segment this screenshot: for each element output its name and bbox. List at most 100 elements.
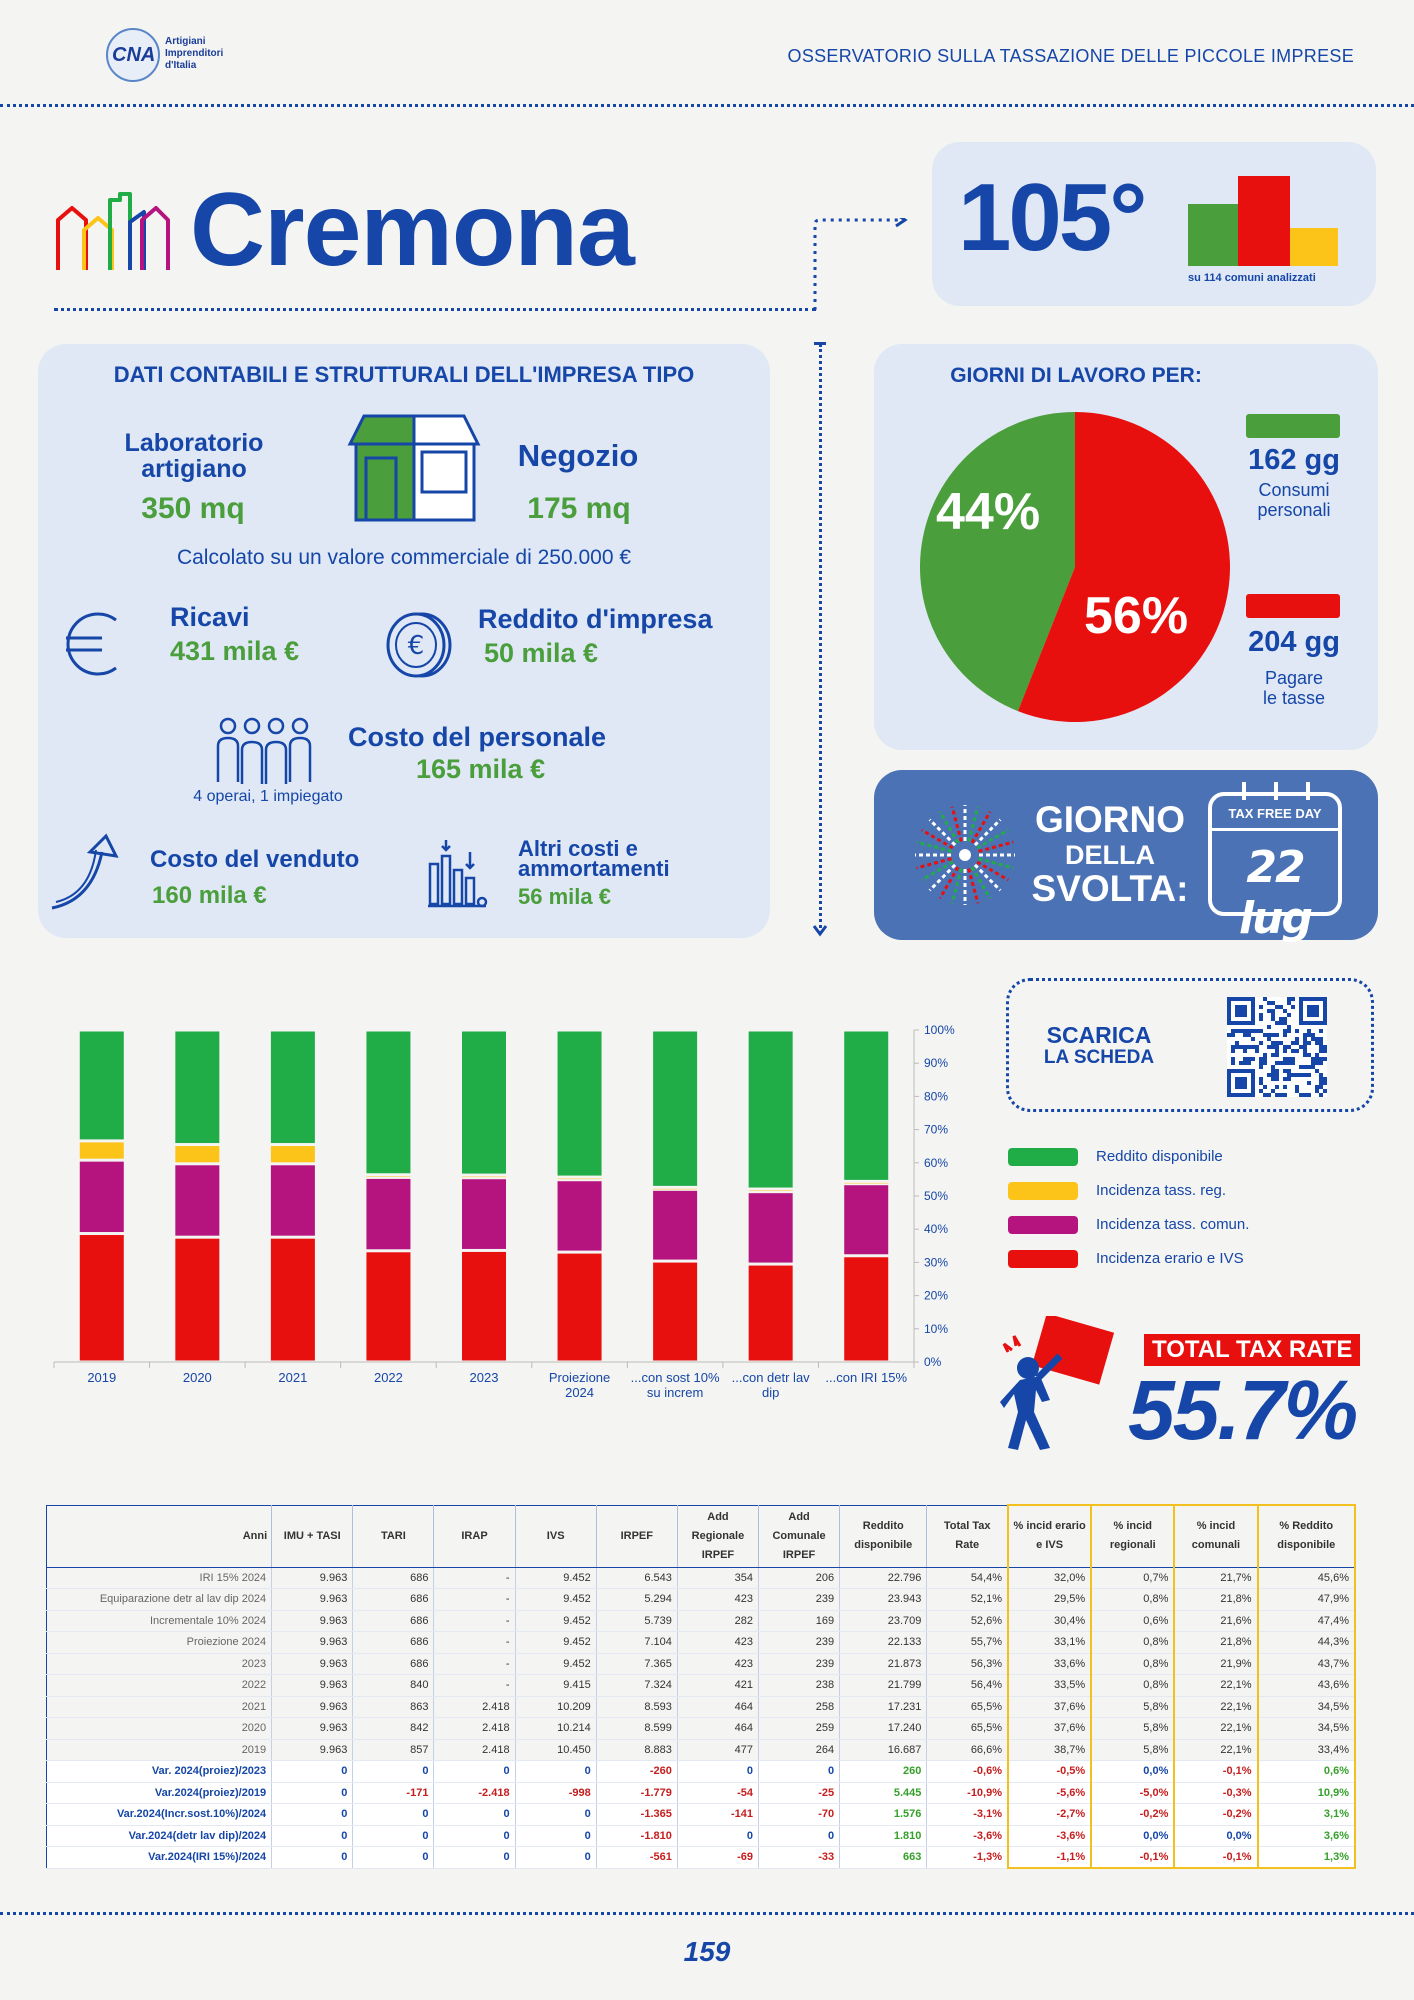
pie-slice-red xyxy=(1017,412,1230,722)
personale-note: 4 operai, 1 impiegato xyxy=(193,788,343,805)
table-cell: -3,6% xyxy=(1007,1824,1093,1847)
table-cell: -998 xyxy=(515,1781,597,1804)
cna-logo-sub: Artigiani Imprenditori d'Italia xyxy=(165,36,224,71)
table-cell: 10,9% xyxy=(1256,1781,1357,1804)
table-cell: 22,1% xyxy=(1173,1739,1259,1761)
table-cell: Proiezione 2024 xyxy=(46,1631,273,1654)
table-cell: 54,4% xyxy=(926,1567,1009,1589)
table-cell: 0 xyxy=(515,1803,597,1826)
table-cell: -25 xyxy=(758,1781,841,1804)
table-cell: 260 xyxy=(839,1760,928,1783)
table-row: 2019 9.963 857 2.418 10.450 8.883 477 264 16.687… xyxy=(46,1739,1357,1761)
rank-card: 105° su 114 comuni analizzati xyxy=(932,142,1376,306)
table-header-cell: Add Regionale IRPEF xyxy=(677,1505,760,1568)
table-cell: 2.418 xyxy=(433,1739,516,1761)
table-cell: 1.576 xyxy=(839,1803,928,1826)
bar-segment xyxy=(557,1253,602,1361)
scarica-box: SCARICA LA SCHEDA xyxy=(1006,978,1374,1112)
x-tick-label: 2024 xyxy=(565,1385,594,1400)
table-cell: 0 xyxy=(352,1824,435,1847)
bar-segment xyxy=(462,1179,506,1249)
table-cell: 686 xyxy=(352,1653,435,1675)
bar-segment xyxy=(175,1146,220,1163)
table-cell: 23.943 xyxy=(839,1588,928,1611)
reddito-value: 50 mila € xyxy=(484,638,599,668)
bar-segment xyxy=(653,1262,698,1361)
table-cell: 30,4% xyxy=(1007,1610,1093,1632)
table-cell: 29,5% xyxy=(1007,1588,1093,1611)
footer-divider xyxy=(0,1912,1414,1915)
bar-segment xyxy=(748,1193,793,1263)
table-cell: 464 xyxy=(677,1696,760,1718)
bar-segment xyxy=(462,1031,506,1174)
table-cell: 33,1% xyxy=(1007,1631,1093,1654)
table-cell: 5,8% xyxy=(1090,1696,1176,1718)
header: CNA Artigiani Imprenditori d'Italia OSSE… xyxy=(0,0,1414,107)
x-tick-label: 2022 xyxy=(374,1370,403,1385)
table-cell: 17.231 xyxy=(839,1696,928,1718)
table-row: 2023 9.963 686-9.452 7.365 423 239 21.873 56,3%… xyxy=(46,1653,1357,1675)
table-cell: 0,6% xyxy=(1090,1610,1176,1632)
table-cell: -0,2% xyxy=(1173,1803,1259,1826)
x-tick-label: ...con IRI 15% xyxy=(825,1370,907,1385)
legend-label: Reddito disponibile xyxy=(1096,1148,1223,1165)
y-tick-label: 60% xyxy=(924,1156,948,1170)
table-cell: 45,6% xyxy=(1256,1567,1357,1589)
table-cell: 7.324 xyxy=(596,1674,678,1697)
table-cell: Var.2024(proiez)/2019 xyxy=(46,1781,273,1804)
table-cell: 421 xyxy=(677,1674,760,1697)
bar-segment xyxy=(557,1181,602,1251)
dati-title: DATI CONTABILI E STRUTTURALI DELL'IMPRES… xyxy=(113,362,695,387)
table-cell: 10.209 xyxy=(515,1696,597,1718)
table-cell: 258 xyxy=(758,1696,841,1718)
table-cell: 477 xyxy=(677,1739,760,1761)
table-cell: IRI 15% 2024 xyxy=(46,1567,273,1589)
table-header-cell: Anni xyxy=(46,1505,273,1568)
table-cell: 17.240 xyxy=(839,1717,928,1740)
table-cell: 56,3% xyxy=(926,1653,1009,1675)
table-cell: 0,0% xyxy=(1090,1760,1176,1783)
qr-code-icon[interactable] xyxy=(1227,997,1327,1097)
bar-segment xyxy=(557,1178,602,1180)
bar-segment xyxy=(270,1165,315,1236)
table-cell: 9.963 xyxy=(271,1653,354,1675)
bar-segment xyxy=(557,1031,602,1176)
legend-item: Incidenza tass. reg. xyxy=(1008,1180,1368,1202)
bar-segment xyxy=(270,1238,315,1361)
calendar-date: 22 lug xyxy=(1239,842,1313,944)
table-cell: - xyxy=(433,1567,516,1589)
bar-segment xyxy=(844,1185,889,1255)
table-cell: 1,3% xyxy=(1256,1846,1357,1869)
table-cell: 0,8% xyxy=(1090,1674,1176,1697)
legend-item: Reddito disponibile xyxy=(1008,1146,1368,1168)
table-cell: 22.796 xyxy=(839,1567,928,1589)
y-tick-label: 100% xyxy=(924,1023,955,1037)
table-cell: - xyxy=(433,1674,516,1697)
table-cell: -3,1% xyxy=(926,1803,1009,1826)
table-cell: 3,6% xyxy=(1256,1824,1357,1847)
table-cell: 52,6% xyxy=(926,1610,1009,1632)
cna-logo-text: CNA xyxy=(112,44,156,66)
table-cell: 5,8% xyxy=(1090,1739,1176,1761)
bar-segment xyxy=(366,1178,411,1250)
lab-label: Laboratorio artigiano xyxy=(124,429,264,483)
table-cell: 0 xyxy=(433,1824,516,1847)
table-cell: 2021 xyxy=(46,1696,273,1718)
table-header-cell: % incid comunali xyxy=(1173,1504,1259,1568)
pie-red-pct: 56% xyxy=(1084,587,1189,645)
legend-label: Incidenza tass. reg. xyxy=(1096,1182,1227,1199)
table-cell: 282 xyxy=(677,1610,760,1632)
table-cell: 2023 xyxy=(46,1653,273,1675)
table-cell: 23.709 xyxy=(839,1610,928,1632)
table-cell: 840 xyxy=(352,1674,435,1697)
table-row: Var.2024(IRI 15%)/2024 0 0 0 0 -561 -69 -33 663-… xyxy=(46,1846,1357,1869)
red-label-2: le tasse xyxy=(1262,688,1326,708)
table-cell: 9.963 xyxy=(271,1567,354,1589)
x-tick-label: 2021 xyxy=(278,1370,307,1385)
table-cell: 21,6% xyxy=(1173,1610,1259,1632)
bar-segment xyxy=(653,1190,698,1260)
bar-segment xyxy=(366,1252,411,1361)
podium-yellow xyxy=(1290,228,1338,266)
table-cell: 0 xyxy=(352,1760,435,1783)
table-header-cell: Total Tax Rate xyxy=(926,1505,1009,1568)
